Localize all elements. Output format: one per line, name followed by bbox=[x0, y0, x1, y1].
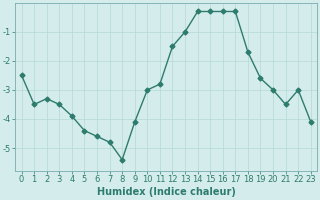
X-axis label: Humidex (Indice chaleur): Humidex (Indice chaleur) bbox=[97, 187, 236, 197]
